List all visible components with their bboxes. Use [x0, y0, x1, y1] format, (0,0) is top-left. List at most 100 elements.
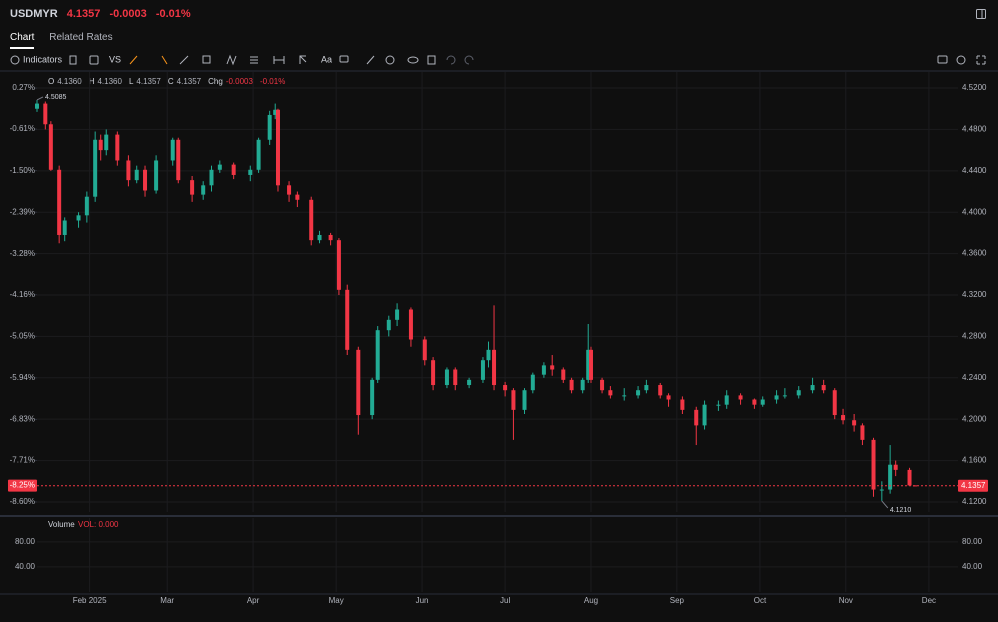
x-tick-label: Jul [500, 596, 510, 605]
compare[interactable]: VS [109, 54, 121, 64]
candle-body [541, 365, 546, 375]
toolbar-icons: Indicators VS Aa [10, 54, 986, 66]
icon[interactable] [202, 55, 211, 64]
icon[interactable] [10, 55, 20, 65]
candle-body [356, 349, 361, 416]
icon[interactable] [250, 56, 258, 64]
candle-body [408, 309, 413, 340]
candle-body [810, 385, 815, 391]
candle-body [644, 385, 649, 391]
y2-tick-label: 0.27% [12, 83, 35, 92]
candle-body [893, 464, 898, 470]
candle-body [57, 169, 62, 235]
y2-tick-label: -5.94% [10, 373, 35, 382]
candle-body [275, 109, 280, 186]
icon[interactable] [226, 54, 237, 66]
x-tick-label: Mar [160, 596, 174, 605]
icon[interactable] [273, 56, 285, 64]
icon[interactable] [385, 55, 395, 65]
icon[interactable] [129, 55, 138, 65]
icon[interactable] [69, 55, 77, 65]
candle-body [608, 390, 613, 396]
tab[interactable]: Related Rates [49, 32, 113, 43]
candle-body [386, 319, 391, 331]
panel-icon[interactable] [976, 9, 986, 19]
candle-body [104, 134, 109, 151]
candle-body [724, 395, 729, 405]
icon[interactable] [179, 55, 189, 65]
icon[interactable] [427, 55, 436, 65]
last-price-label: 4.1357 [961, 481, 986, 490]
y2-tick-label: -0.61% [10, 124, 35, 133]
legend-label: C [168, 77, 174, 86]
symbol[interactable]: USDMYR [10, 8, 58, 20]
candle-body [588, 349, 593, 380]
header: USDMYR 4.1357 -0.0003 -0.01% [10, 8, 197, 20]
low-annotation: 4.1210 [890, 507, 912, 514]
candle-body [666, 395, 671, 400]
legend-value: 4.1360 [97, 77, 122, 86]
x-tick-label: Nov [839, 596, 853, 605]
icon[interactable] [89, 55, 99, 65]
price: 4.1357 [66, 8, 101, 20]
candle-body [115, 134, 120, 161]
candle-body [600, 379, 605, 391]
x-tick-label: May [329, 596, 344, 605]
y2-tick-label: -1.50% [10, 166, 35, 175]
candle-body [444, 369, 449, 386]
candle-body [336, 240, 341, 290]
icon[interactable] [464, 55, 474, 65]
icon[interactable] [299, 55, 307, 64]
candle-body [328, 234, 333, 241]
candle-body [309, 199, 314, 241]
candle-body [35, 103, 39, 109]
candle-body [832, 390, 837, 416]
icon[interactable] [937, 55, 948, 64]
icon[interactable] [407, 56, 419, 64]
candle-body [738, 395, 743, 400]
legend-label: Chg [208, 77, 223, 86]
candle-body [217, 164, 222, 170]
high-annotation: 4.5085 [45, 94, 67, 101]
tab[interactable]: Chart [10, 32, 35, 49]
icon[interactable] [339, 55, 349, 63]
icon[interactable] [366, 55, 375, 65]
candle-body [190, 180, 195, 195]
candle-body [796, 390, 801, 396]
icon[interactable] [956, 55, 966, 65]
y-tick-label: 4.3200 [962, 290, 987, 299]
y2-tick-label: -5.05% [10, 331, 35, 340]
candle-body [248, 169, 253, 175]
candle-body [295, 194, 300, 200]
y2-tick-label: -4.16% [10, 290, 35, 299]
icon[interactable] [446, 55, 456, 65]
y-tick-label: 4.5200 [962, 83, 987, 92]
y-tick-label: 4.4000 [962, 207, 987, 216]
v-tick-label: 80.00 [15, 537, 36, 546]
tabs: Chart Related Rates [10, 32, 125, 49]
legend-value: 4.1357 [136, 77, 161, 86]
icon[interactable] [161, 55, 168, 65]
y2-tick-label: -3.28% [10, 249, 35, 258]
legend-label: H [89, 77, 95, 86]
y-tick-label: 4.4400 [962, 166, 987, 175]
candle-body [702, 404, 707, 426]
y2-tick-label: -8.60% [10, 497, 35, 506]
icon[interactable] [976, 55, 986, 65]
legend-label: O [48, 77, 54, 86]
candle-body [201, 185, 206, 195]
indicators[interactable]: Indicators [23, 54, 63, 64]
candle-body [636, 390, 641, 396]
candle-body [888, 464, 893, 490]
candle-body [431, 360, 436, 386]
candle-body [841, 415, 846, 421]
candle-body [231, 164, 236, 175]
text-tool[interactable]: Aa [321, 54, 332, 64]
candle-body [658, 385, 663, 396]
candle-body [48, 124, 53, 170]
x-tick-label: Jun [416, 596, 429, 605]
candle-body [467, 379, 472, 386]
v-tick-label: 40.00 [15, 562, 36, 571]
legend-value: -0.01% [260, 77, 285, 86]
